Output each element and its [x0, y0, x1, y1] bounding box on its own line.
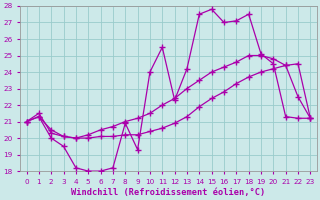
- X-axis label: Windchill (Refroidissement éolien,°C): Windchill (Refroidissement éolien,°C): [71, 188, 266, 197]
